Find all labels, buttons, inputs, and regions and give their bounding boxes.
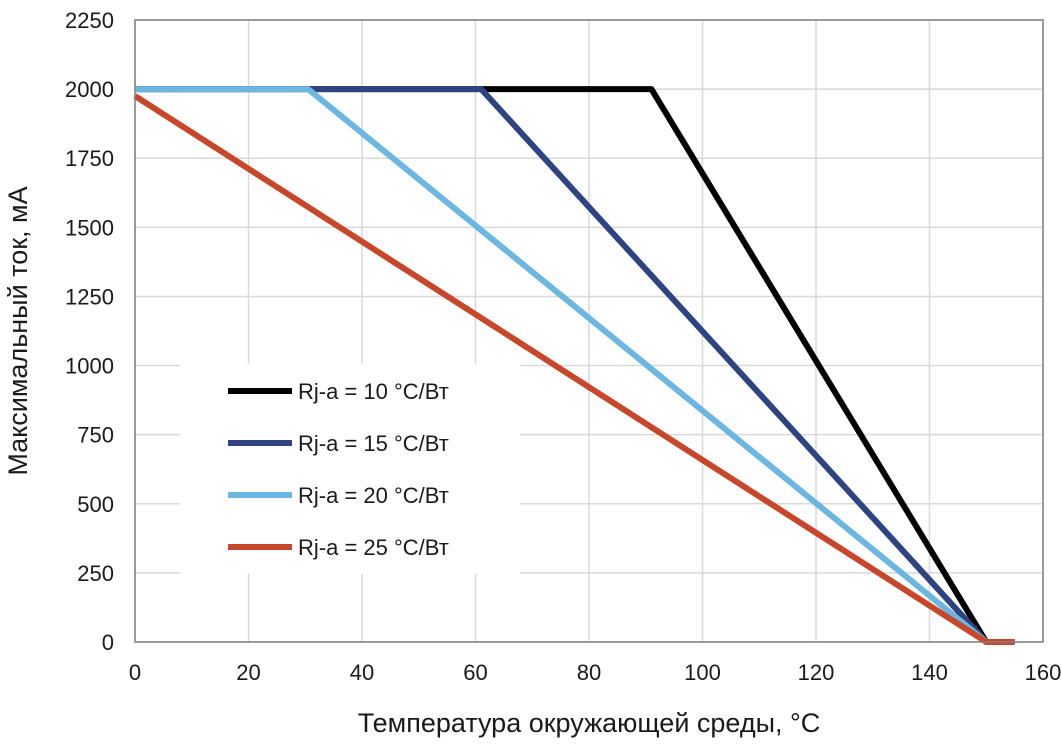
legend-label: Rj-a = 10 °C/Вт <box>298 379 449 404</box>
x-tick-label: 20 <box>236 660 260 685</box>
legend-box <box>180 364 520 574</box>
y-tick-labels: 0 250 500 750 1000 1250 1500 1750 2000 2250 <box>65 8 114 655</box>
y-tick-label: 750 <box>77 423 114 448</box>
legend: Rj-a = 10 °C/Вт Rj-a = 15 °C/Вт Rj-a = 20 … <box>180 364 520 574</box>
y-axis-title: Максимальный ток, мА <box>3 186 33 475</box>
x-tick-label: 60 <box>463 660 487 685</box>
y-tick-label: 250 <box>77 561 114 586</box>
y-tick-label: 2000 <box>65 77 114 102</box>
y-tick-label: 1500 <box>65 215 114 240</box>
legend-label: Rj-a = 25 °C/Вт <box>298 535 449 560</box>
y-tick-label: 1750 <box>65 146 114 171</box>
x-tick-label: 0 <box>129 660 141 685</box>
x-tick-label: 80 <box>577 660 601 685</box>
legend-label: Rj-a = 20 °C/Вт <box>298 483 449 508</box>
y-tick-label: 2250 <box>65 8 114 33</box>
x-tick-label: 40 <box>350 660 374 685</box>
legend-label: Rj-a = 15 °C/Вт <box>298 431 449 456</box>
x-axis-title: Температура окружающей среды, °C <box>358 708 821 738</box>
y-tick-label: 500 <box>77 492 114 517</box>
plot-frame <box>134 19 1044 643</box>
y-tick-label: 1250 <box>65 284 114 309</box>
y-tick-label: 1000 <box>65 354 114 379</box>
x-tick-label: 160 <box>1025 660 1062 685</box>
x-tick-label: 100 <box>684 660 721 685</box>
x-tick-label: 140 <box>911 660 948 685</box>
x-tick-label: 120 <box>798 660 835 685</box>
y-tick-label: 0 <box>102 630 114 655</box>
x-tick-labels: 0 20 40 60 80 100 120 140 160 <box>129 660 1061 685</box>
